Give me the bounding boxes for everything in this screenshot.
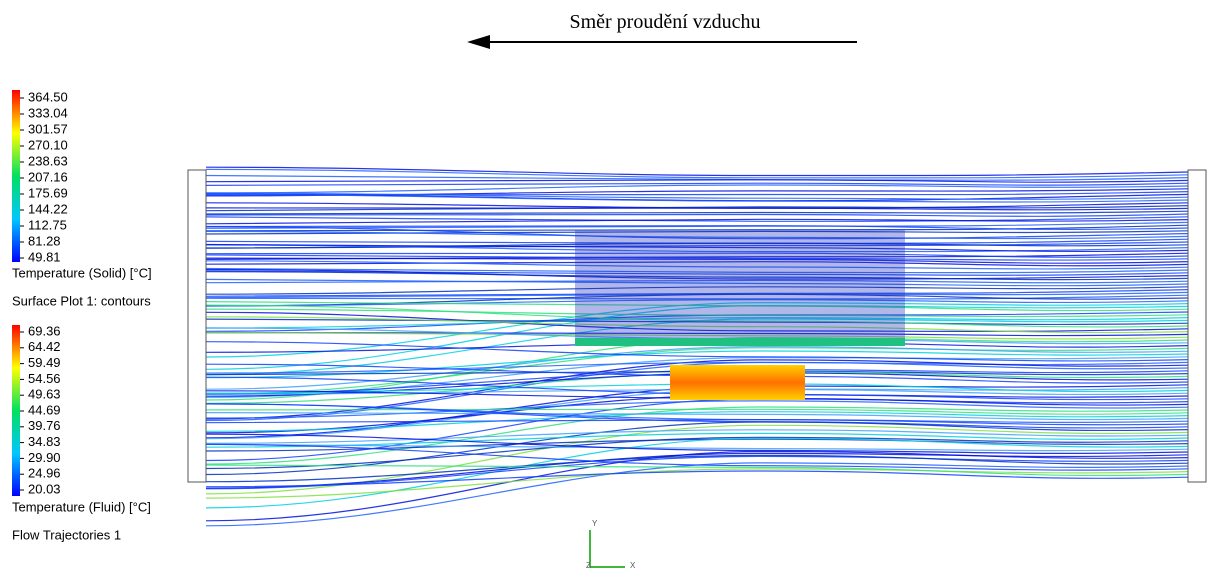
heater-core (670, 365, 805, 400)
fluid-plot-name: Flow Trajectories 1 (12, 527, 121, 542)
legend-value: 49.63 (28, 387, 61, 402)
legend-value: 333.04 (28, 105, 68, 120)
fluid-colorbar (12, 325, 20, 496)
legend-value: 49.81 (28, 249, 61, 264)
legend-value: 270.10 (28, 137, 68, 152)
legend-value: 64.42 (28, 339, 61, 354)
legend-value: 59.49 (28, 355, 61, 370)
legend-value: 39.76 (28, 418, 61, 433)
legend-value: 29.90 (28, 450, 61, 465)
streamline (206, 452, 1188, 521)
legend-value: 207.16 (28, 169, 68, 184)
x-axis-label: X (630, 561, 636, 570)
streamline (206, 211, 1188, 214)
solid-colorbar (12, 90, 20, 262)
legend-value: 20.03 (28, 481, 61, 496)
legend-value: 69.36 (28, 323, 61, 338)
legend-value: 175.69 (28, 185, 68, 200)
solid-plot-name: Surface Plot 1: contours (12, 293, 151, 308)
inlet-plate (188, 170, 206, 482)
streamline (206, 185, 1188, 193)
legend-value: 54.56 (28, 371, 61, 386)
legend-value: 112.75 (28, 217, 67, 232)
streamline (206, 214, 1188, 216)
legend-value: 144.22 (28, 201, 68, 216)
legend-value: 34.83 (28, 434, 61, 449)
streamline (206, 471, 1188, 487)
legend-value: 238.63 (28, 153, 68, 168)
legend-value: 364.50 (28, 89, 68, 104)
outlet-plate (1188, 170, 1206, 482)
flow-direction-title: Směr proudění vzduchu (569, 11, 760, 33)
heat-exchanger-fins (575, 230, 905, 340)
legend-value: 301.57 (28, 121, 68, 136)
flow-field (206, 167, 1188, 526)
legend-value: 44.69 (28, 402, 61, 417)
solid-legend-label: Temperature (Solid) [°C] (12, 265, 152, 280)
legend-value: 24.96 (28, 466, 61, 481)
y-axis-label: Y (592, 519, 598, 528)
screenshot: Směr proudění vzduchu 364.50333.04301.57… (0, 0, 1213, 573)
streamline (206, 453, 1188, 488)
legend-value: 81.28 (28, 233, 61, 248)
fluid-legend-label: Temperature (Fluid) [°C] (12, 499, 151, 514)
z-axis-label: Z (586, 561, 591, 570)
flow-arrowhead (467, 35, 490, 49)
exchanger-plate (575, 338, 905, 346)
